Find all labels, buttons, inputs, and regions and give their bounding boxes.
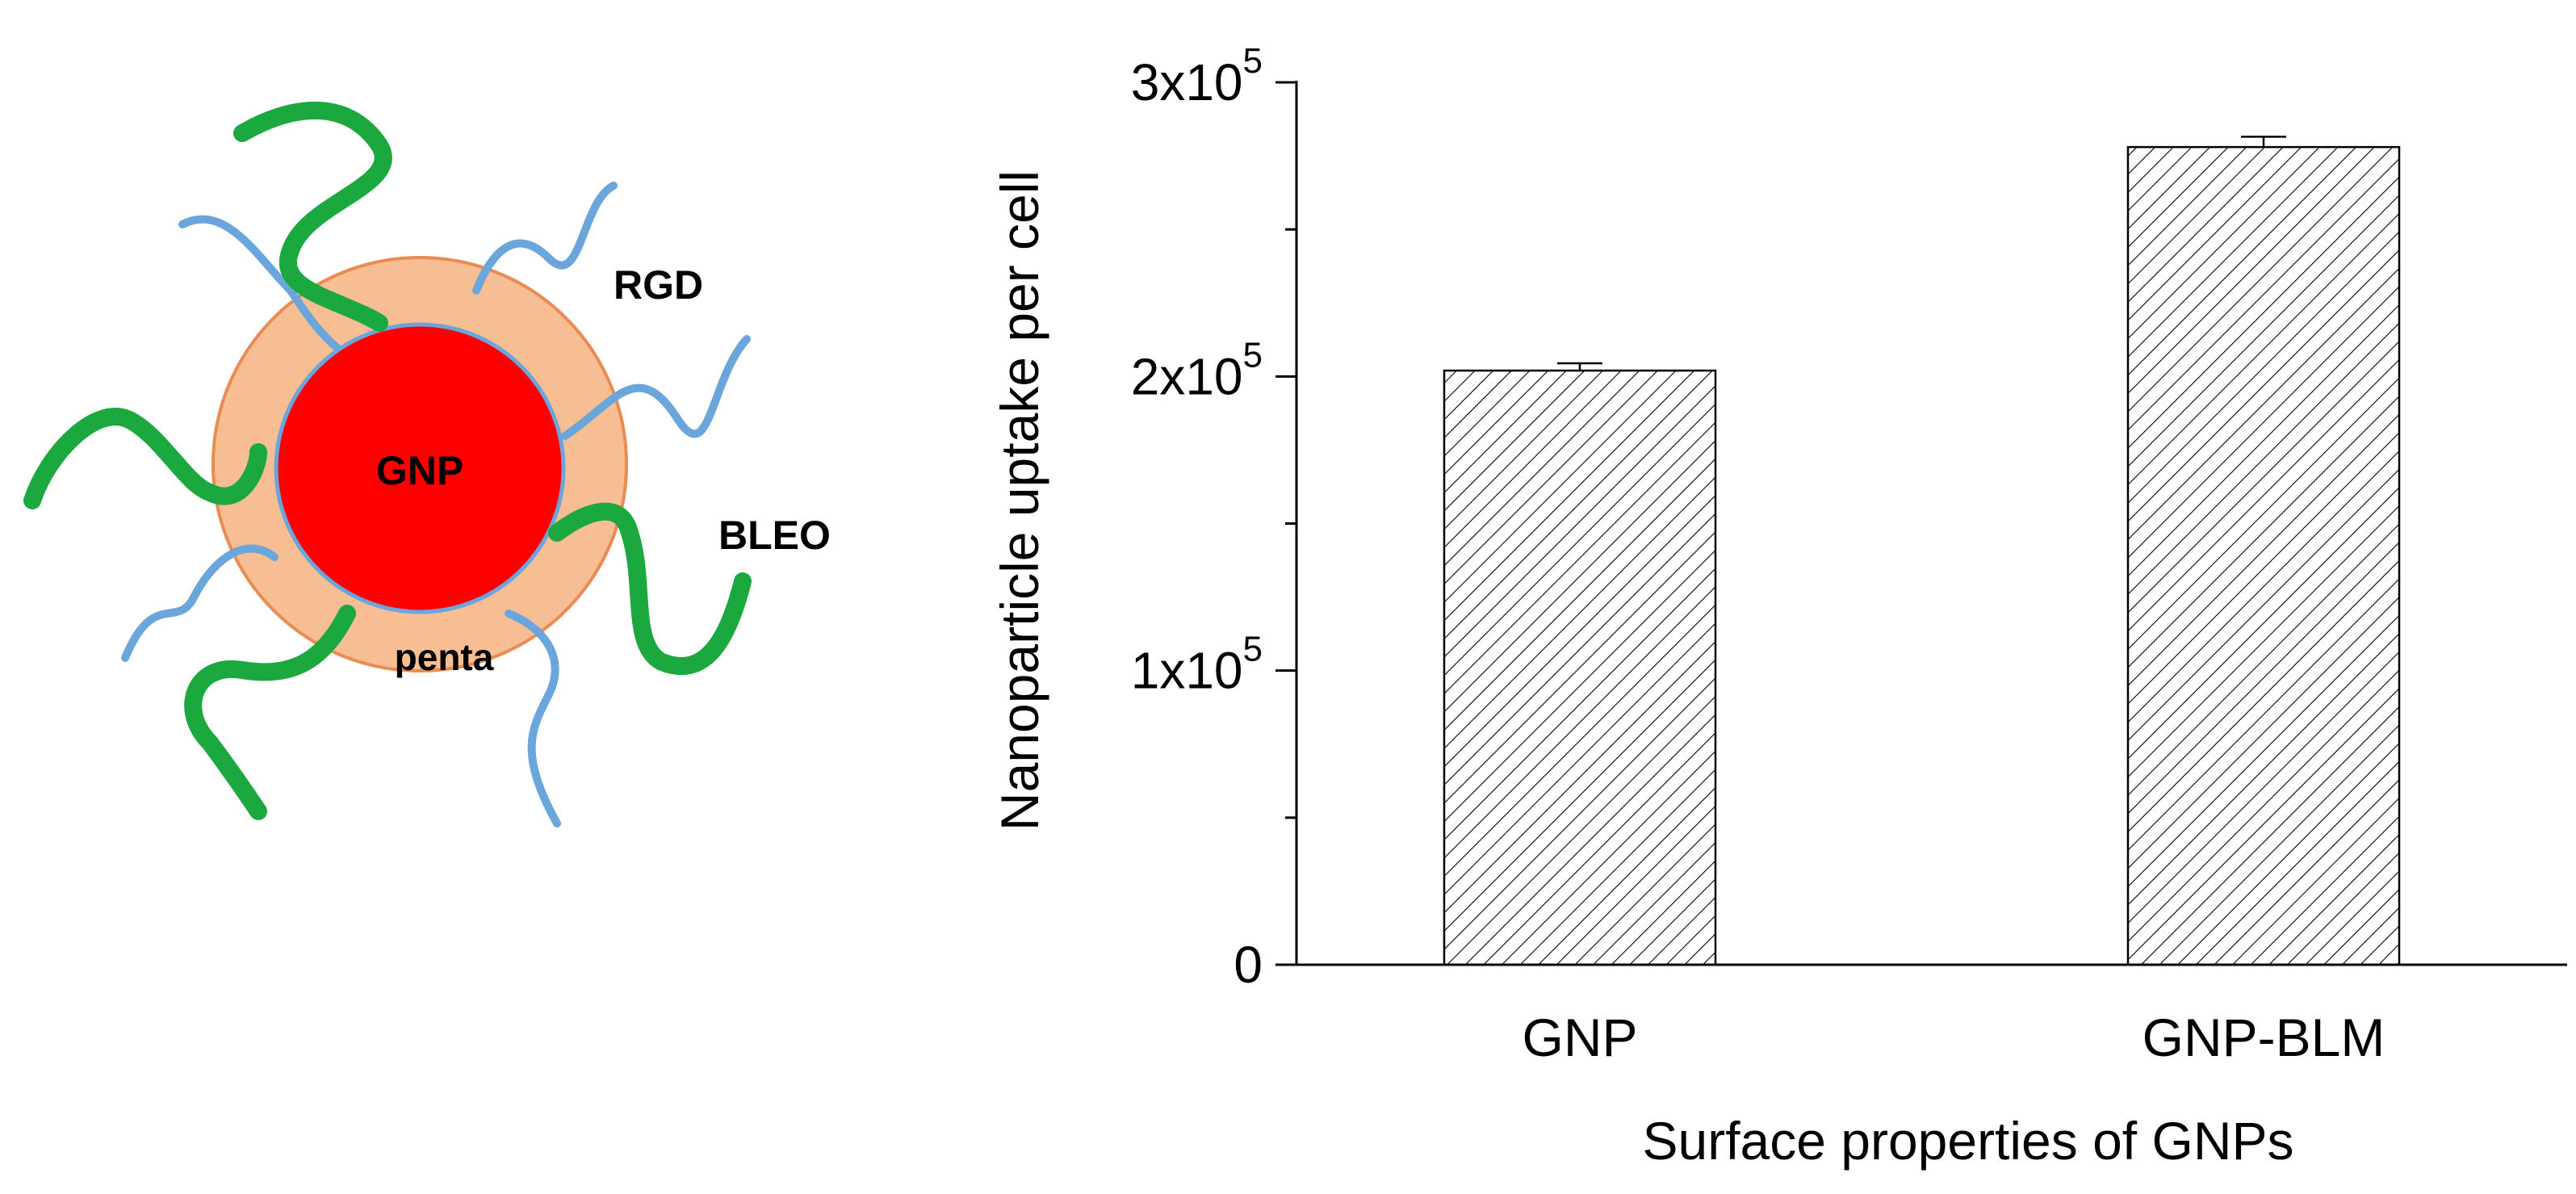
error-bars [1557, 136, 2286, 371]
bar [1443, 369, 1717, 966]
y-tick-label: 3x105 [1131, 41, 1263, 111]
rgd-strand [505, 610, 561, 827]
x-tick-labels: GNP GNP-BLM [1522, 1008, 2385, 1067]
x-tick-label: GNP [1522, 1008, 1637, 1067]
rgd-strand [121, 544, 279, 662]
bar-chart: 0 1x105 2x105 3x105 GNP GNP-BLM Nanoparticle… [990, 41, 2567, 1171]
y-tick-label: 1x105 [1131, 630, 1263, 700]
y-tick-label: 0 [1234, 936, 1263, 994]
y-axis-label: Nanoparticle uptake per cell [990, 170, 1049, 831]
bars [1443, 145, 2401, 966]
bleo-strand [23, 408, 267, 509]
bleo-strand [233, 101, 392, 332]
bleo-strand [548, 502, 752, 675]
x-tick-label: GNP-BLM [2142, 1008, 2385, 1067]
bleo-label: BLEO [718, 513, 831, 558]
bar [2126, 145, 2401, 966]
nanoparticle-schematic: GNP penta RGD BLEO [23, 101, 831, 827]
y-ticks: 0 1x105 2x105 3x105 [1131, 41, 1296, 994]
y-tick-label: 2x105 [1131, 335, 1263, 405]
rgd-strands [121, 182, 751, 827]
bleo-strand [184, 605, 356, 820]
gnp-core [274, 322, 566, 614]
rgd-strand [561, 335, 751, 440]
rgd-strand [178, 215, 351, 359]
rgd-strand [472, 182, 618, 295]
rgd-label: RGD [614, 262, 703, 308]
bleo-strands [23, 101, 752, 820]
shell-label: penta [395, 636, 494, 678]
core-label: GNP [376, 448, 463, 493]
x-axis-label: Surface properties of GNPs [1642, 1111, 2293, 1171]
